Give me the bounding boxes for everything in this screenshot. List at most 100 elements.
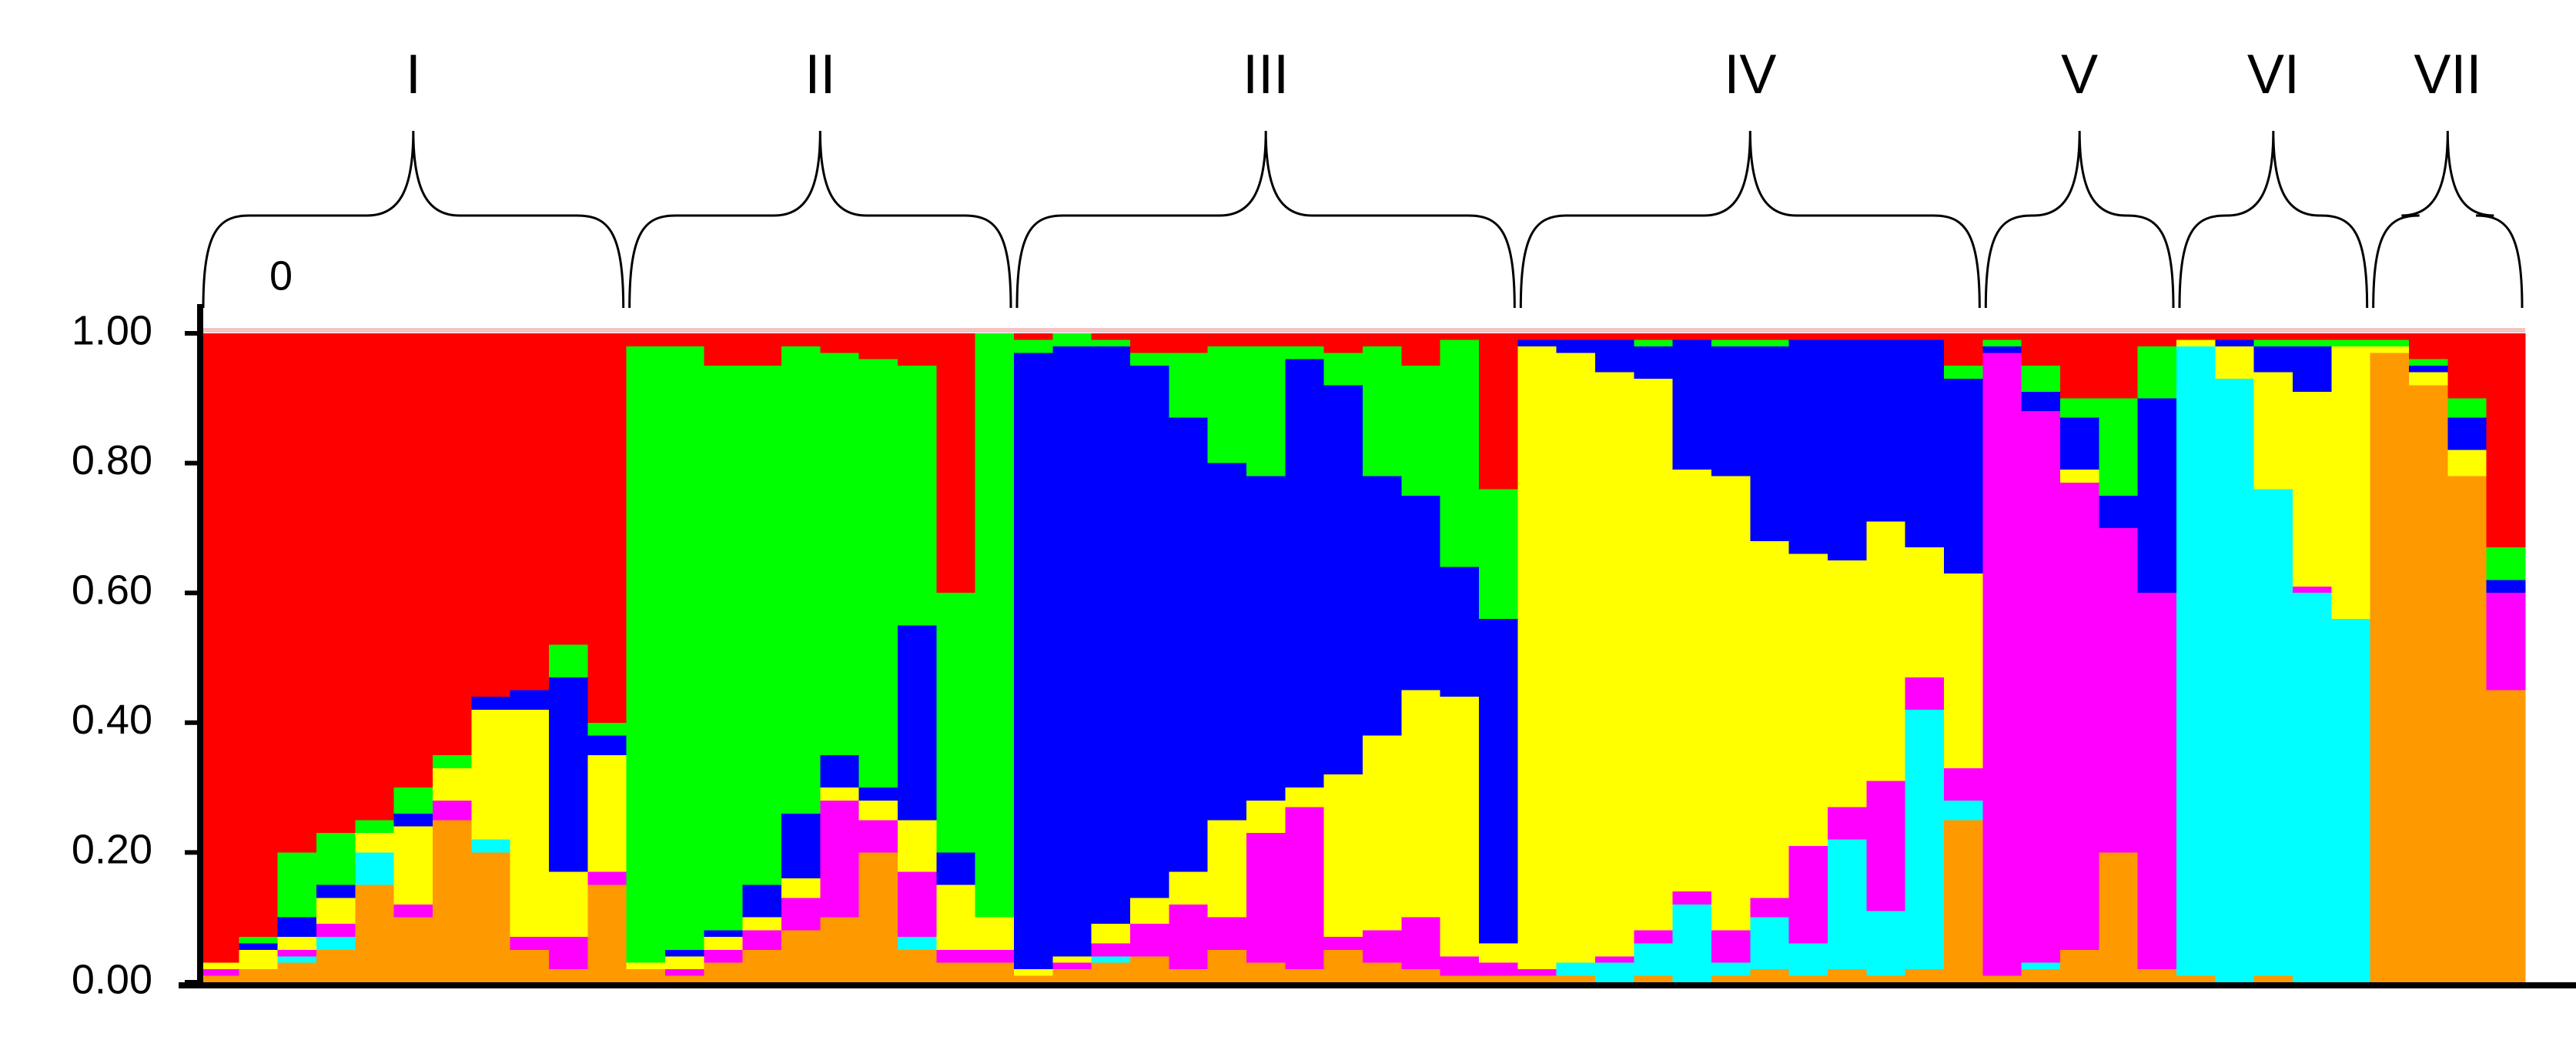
bar-segment bbox=[1788, 339, 1828, 554]
bar-segment bbox=[2099, 852, 2139, 982]
group-brace bbox=[628, 130, 1012, 309]
bar-segment bbox=[2486, 580, 2526, 594]
annotation: 0 bbox=[269, 252, 293, 299]
bar-segment bbox=[549, 936, 588, 970]
bar-segment bbox=[1866, 975, 1906, 982]
bar-segment bbox=[2447, 476, 2487, 982]
bar-segment bbox=[1905, 339, 1945, 548]
bar-segment bbox=[433, 800, 472, 821]
braces: I II III IV V VI VII bbox=[202, 44, 2524, 309]
bar-segment bbox=[1788, 975, 1828, 982]
bar-segment bbox=[2021, 411, 2061, 963]
bar-segment bbox=[2331, 346, 2371, 619]
bar-segment bbox=[2253, 975, 2293, 982]
bar-segment bbox=[316, 885, 356, 898]
bar-segment bbox=[316, 898, 356, 925]
bar-segment bbox=[1672, 339, 1712, 470]
bar-segment bbox=[510, 690, 550, 710]
bar-segment bbox=[2409, 366, 2448, 373]
bar-segment bbox=[1905, 547, 1945, 677]
bar-segment bbox=[1363, 962, 1402, 982]
bar-segment bbox=[820, 917, 860, 982]
bar-segment bbox=[2293, 593, 2332, 982]
bar-segment bbox=[2176, 333, 2216, 340]
bar-segment bbox=[1479, 962, 1518, 976]
group-label: IV bbox=[1724, 44, 1776, 105]
bar-segment bbox=[1982, 333, 2022, 340]
bar-segment bbox=[2331, 333, 2371, 340]
bar-segment bbox=[1440, 697, 1480, 957]
bar-segment bbox=[1440, 339, 1480, 567]
bar-segment bbox=[1556, 333, 1596, 340]
bar-segment bbox=[2293, 391, 2332, 587]
bar-segment bbox=[1982, 975, 2022, 982]
bar-segment bbox=[1595, 372, 1634, 957]
bar-segment bbox=[1479, 975, 1518, 982]
bar-segment bbox=[2021, 962, 2061, 970]
bar-segment bbox=[1401, 366, 1441, 496]
bar-segment bbox=[1595, 333, 1634, 340]
bar-segment bbox=[1634, 943, 1674, 976]
bar-segment bbox=[1711, 962, 1751, 976]
bar-segment bbox=[2021, 366, 2061, 392]
bar-segment bbox=[1711, 930, 1751, 963]
bar-segment bbox=[1750, 917, 1790, 970]
bar-segment bbox=[1091, 924, 1131, 944]
bar-segment bbox=[1556, 975, 1596, 982]
bar-segment bbox=[1944, 379, 1983, 574]
bar-segment bbox=[355, 820, 395, 834]
bar-segment bbox=[820, 788, 860, 801]
bar-segment bbox=[1323, 774, 1363, 937]
bar-segment bbox=[239, 943, 279, 950]
bar-segment bbox=[393, 813, 433, 827]
bar-segment bbox=[1828, 807, 1867, 840]
bar-segment bbox=[200, 962, 239, 970]
bar-segment bbox=[1207, 333, 1247, 346]
bar-segment bbox=[355, 333, 395, 821]
bar-segment bbox=[665, 956, 704, 970]
bar-segment bbox=[975, 917, 1015, 950]
bar-segment bbox=[858, 852, 898, 982]
bar-segment bbox=[2447, 450, 2487, 477]
bar-segment bbox=[898, 820, 937, 872]
bar-segment bbox=[433, 333, 472, 755]
bar-segment bbox=[1788, 845, 1828, 944]
bar-segment bbox=[239, 949, 279, 970]
bar-segment bbox=[2409, 372, 2448, 386]
bar-segment bbox=[1207, 917, 1247, 950]
bar-segment bbox=[510, 333, 550, 691]
bar-segment bbox=[898, 871, 937, 937]
bar-segment bbox=[549, 333, 588, 645]
bar-segment bbox=[1130, 956, 1169, 982]
bar-segment bbox=[1207, 463, 1247, 821]
bar-segment bbox=[742, 930, 782, 950]
bar-segment bbox=[587, 885, 627, 982]
bar-segment bbox=[1634, 339, 1674, 346]
bar-segment bbox=[277, 956, 317, 963]
bar-segment bbox=[277, 917, 317, 937]
bar-segment bbox=[2060, 482, 2099, 950]
group-brace bbox=[1519, 130, 1981, 309]
bar-segment bbox=[1788, 333, 1828, 340]
bar-segment bbox=[316, 949, 356, 982]
bar-segment bbox=[1207, 346, 1247, 463]
bar-segment bbox=[1595, 339, 1634, 373]
bar-segment bbox=[1363, 333, 1402, 346]
bar-segment bbox=[1517, 975, 1557, 982]
bar-segment bbox=[2176, 975, 2216, 982]
bar-segment bbox=[1672, 891, 1712, 905]
bar-segment bbox=[1130, 898, 1169, 925]
bar-segment bbox=[1052, 346, 1092, 957]
bar-segment bbox=[1479, 943, 1518, 963]
bar-segment bbox=[820, 800, 860, 918]
bar-segment bbox=[898, 366, 937, 626]
bar-segment bbox=[1905, 709, 1945, 970]
bar-segment bbox=[2293, 586, 2332, 594]
bar-segment bbox=[393, 826, 433, 905]
group-brace bbox=[2372, 130, 2524, 309]
bar-segment bbox=[1246, 833, 1286, 963]
bar-segment bbox=[2137, 346, 2177, 399]
bar-segment bbox=[471, 697, 511, 710]
bar-segment bbox=[1130, 924, 1169, 957]
